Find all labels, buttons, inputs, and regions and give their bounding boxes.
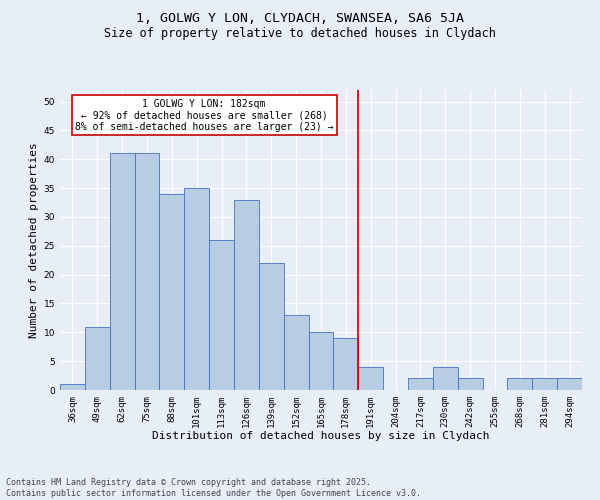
Bar — [308, 332, 334, 390]
Bar — [60, 384, 85, 390]
Bar — [259, 263, 284, 390]
Bar — [334, 338, 358, 390]
Bar — [209, 240, 234, 390]
Y-axis label: Number of detached properties: Number of detached properties — [29, 142, 40, 338]
Text: Contains HM Land Registry data © Crown copyright and database right 2025.
Contai: Contains HM Land Registry data © Crown c… — [6, 478, 421, 498]
Bar — [160, 194, 184, 390]
X-axis label: Distribution of detached houses by size in Clydach: Distribution of detached houses by size … — [152, 432, 490, 442]
Bar — [234, 200, 259, 390]
Text: 1, GOLWG Y LON, CLYDACH, SWANSEA, SA6 5JA: 1, GOLWG Y LON, CLYDACH, SWANSEA, SA6 5J… — [136, 12, 464, 26]
Bar — [557, 378, 582, 390]
Text: Size of property relative to detached houses in Clydach: Size of property relative to detached ho… — [104, 28, 496, 40]
Bar — [433, 367, 458, 390]
Bar — [110, 154, 134, 390]
Bar — [284, 315, 308, 390]
Text: 1 GOLWG Y LON: 182sqm
← 92% of detached houses are smaller (268)
8% of semi-deta: 1 GOLWG Y LON: 182sqm ← 92% of detached … — [75, 98, 334, 132]
Bar — [458, 378, 482, 390]
Bar — [134, 154, 160, 390]
Bar — [184, 188, 209, 390]
Bar — [408, 378, 433, 390]
Bar — [532, 378, 557, 390]
Bar — [358, 367, 383, 390]
Bar — [85, 326, 110, 390]
Bar — [508, 378, 532, 390]
